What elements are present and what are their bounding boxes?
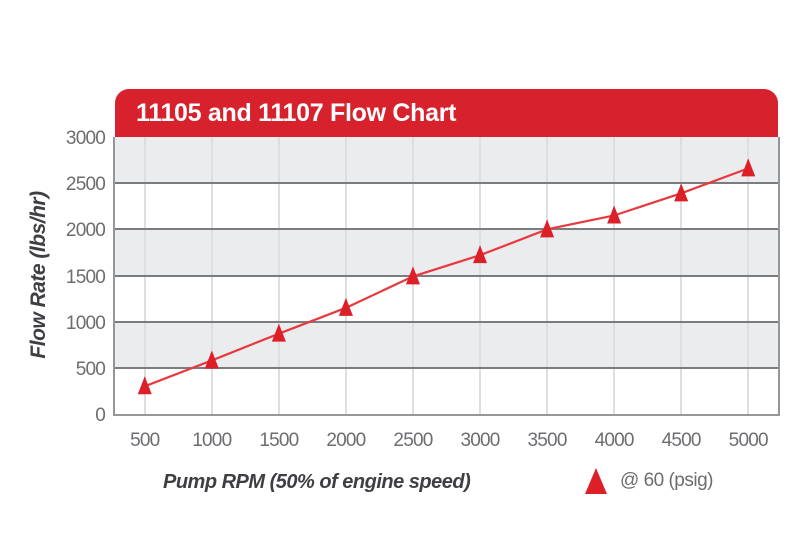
x-tick-label: 1000: [192, 430, 232, 451]
y-tick-label: 2000: [65, 220, 106, 242]
triangle-data-marker: [741, 158, 756, 177]
x-tick-label: 4000: [594, 430, 635, 451]
x-tick-label: 4500: [661, 430, 702, 451]
triangle-data-marker: [674, 183, 689, 202]
y-tick-label: 3000: [65, 128, 106, 149]
horizontal-gridline: [115, 320, 778, 323]
x-axis-title: Pump RPM (50% of engine speed): [163, 471, 471, 493]
x-tick-label: 2000: [326, 430, 366, 451]
triangle-marker-icon: [585, 468, 607, 494]
horizontal-gridline: [115, 366, 778, 369]
triangle-data-marker: [271, 323, 286, 342]
plot-band: [115, 183, 778, 230]
legend: @ 60 (psig): [585, 468, 714, 494]
x-tick-label: 3500: [527, 430, 568, 451]
triangle-data-marker: [473, 245, 488, 264]
y-tick-label: 1500: [65, 266, 106, 288]
y-tick-label: 2500: [65, 174, 106, 196]
x-tick-label: 3000: [460, 430, 500, 451]
legend-label: @ 60 (psig): [620, 470, 714, 491]
triangle-data-marker: [607, 205, 622, 224]
triangle-data-marker: [137, 376, 152, 395]
y-tick-label: 0: [95, 405, 106, 426]
triangle-data-marker: [204, 350, 219, 369]
data-series-layer: [137, 158, 756, 395]
plot-band: [115, 229, 778, 276]
horizontal-gridline: [115, 228, 778, 231]
triangle-data-marker: [540, 219, 555, 238]
x-tick-label: 2500: [393, 430, 433, 451]
y-axis-title: Flow Rate (lbs/hr): [27, 191, 50, 359]
plot-area: [113, 137, 780, 416]
plot-band: [115, 137, 778, 184]
series-line: [144, 167, 749, 388]
chart-title-banner: 11105 and 11107 Flow Chart: [115, 89, 778, 137]
y-tick-label: 500: [75, 358, 106, 380]
triangle-data-marker: [405, 266, 420, 285]
y-tick-label: 1000: [65, 312, 106, 334]
horizontal-gridline: [115, 274, 778, 277]
plot-band: [115, 275, 778, 322]
plot-band: [115, 321, 778, 368]
horizontal-gridline: [115, 182, 778, 185]
x-tick-label: 500: [130, 430, 160, 451]
triangle-data-marker: [338, 297, 353, 316]
plot-band: [115, 367, 778, 414]
x-tick-label: 1500: [259, 430, 299, 451]
x-tick-label: 5000: [728, 430, 769, 451]
chart-title: 11105 and 11107 Flow Chart: [136, 99, 457, 127]
